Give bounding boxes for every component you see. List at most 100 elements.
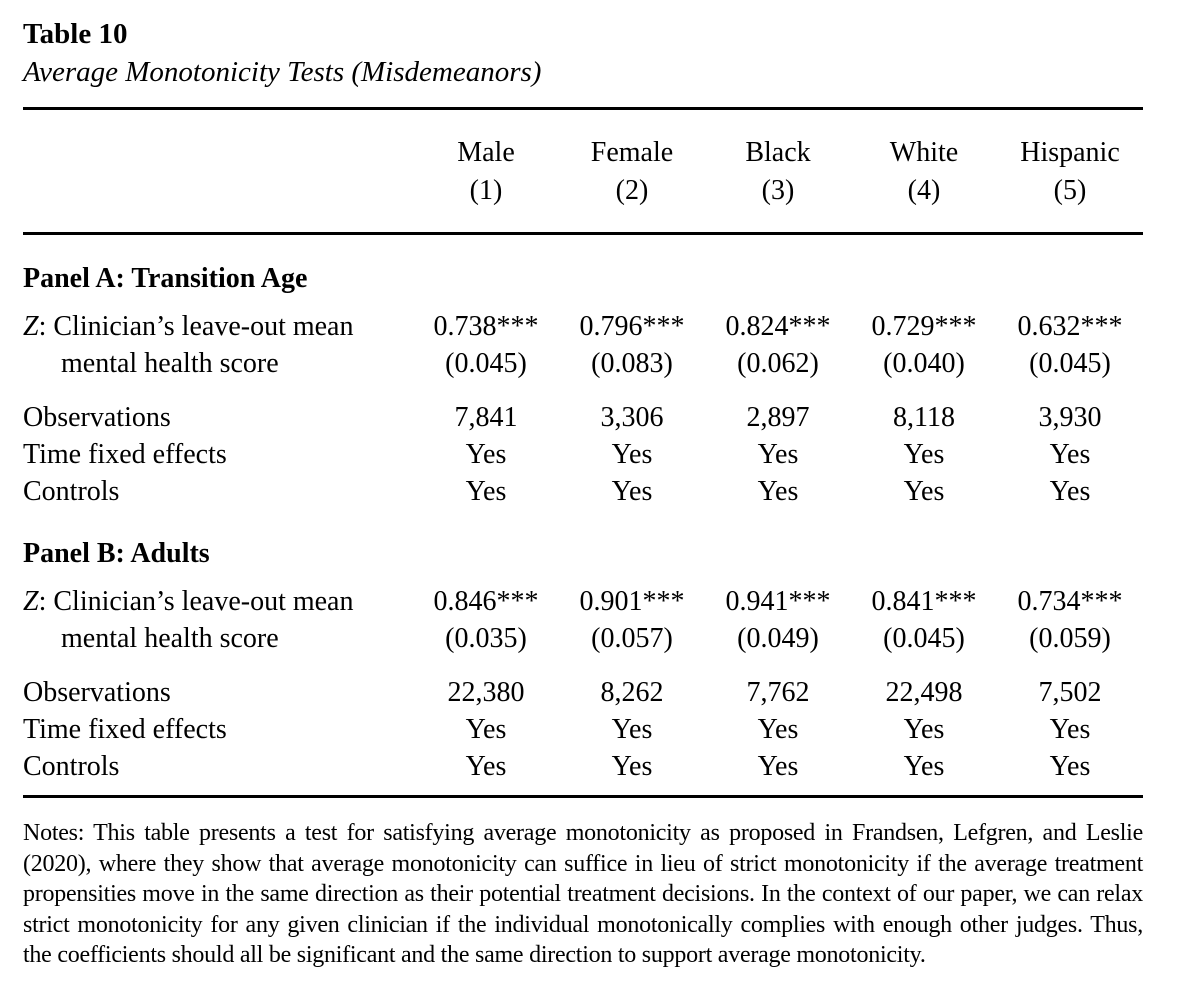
table-subtitle: Average Monotonicity Tests (Misdemeanors… — [23, 56, 542, 88]
coefficient-value: 0.729*** — [871, 311, 977, 342]
coefficient-value: 0.796*** — [579, 311, 685, 342]
column-number: (3) — [761, 175, 795, 206]
observations-value: 22,380 — [447, 677, 525, 708]
column-header-hispanic: Hispanic (5) — [997, 134, 1143, 210]
table-number-title: Table 10 — [23, 18, 128, 50]
column-number: (5) — [1053, 175, 1087, 206]
row-label: Controls — [23, 751, 120, 782]
standard-error: (0.083) — [591, 348, 673, 379]
header-spacer-cell — [23, 134, 413, 210]
panel-b-coef-row: Z: Clinician’s leave-out mean 0.846*** 0… — [23, 583, 1143, 620]
panel-a-se-row: mental health score (0.045) (0.083) (0.0… — [23, 345, 1143, 382]
standard-error: (0.059) — [1029, 623, 1111, 654]
panel-a-controls-row: Controls Yes Yes Yes Yes Yes — [23, 473, 1143, 510]
panel-a-time-fixed-effects-row: Time fixed effects Yes Yes Yes Yes Yes — [23, 436, 1143, 473]
standard-error: (0.045) — [883, 623, 965, 654]
variable-label-line1: Z: Clinician’s leave-out mean — [23, 308, 413, 345]
coefficient-value: 0.738*** — [433, 311, 539, 342]
standard-error: (0.049) — [737, 623, 819, 654]
column-label: White — [889, 137, 959, 168]
panel-a-coefficient-block: Z: Clinician’s leave-out mean 0.738*** 0… — [23, 308, 1143, 382]
tfe-value: Yes — [903, 439, 945, 470]
standard-error: (0.045) — [445, 348, 527, 379]
coefficient-value: 0.824*** — [725, 311, 831, 342]
standard-error: (0.045) — [1029, 348, 1111, 379]
observations-value: 22,498 — [885, 677, 963, 708]
column-label: Black — [745, 137, 811, 168]
variable-label-text: : Clinician’s leave-out mean — [38, 586, 354, 617]
column-header-female: Female (2) — [559, 134, 705, 210]
table-container: Table 10 Average Monotonicity Tests (Mis… — [23, 16, 1143, 971]
row-label: Controls — [23, 476, 120, 507]
controls-value: Yes — [465, 476, 507, 507]
panel-b-observations-row: Observations 22,380 8,262 7,762 22,498 7… — [23, 674, 1143, 711]
tfe-value: Yes — [903, 714, 945, 745]
panel-b-heading: Panel B: Adults — [23, 538, 210, 569]
controls-value: Yes — [611, 476, 653, 507]
column-header-row: Male (1) Female (2) Black (3) White (4) … — [23, 110, 1143, 210]
observations-value: 3,306 — [600, 402, 664, 433]
observations-value: 2,897 — [746, 402, 810, 433]
column-header-white: White (4) — [851, 134, 997, 210]
standard-error: (0.040) — [883, 348, 965, 379]
column-label: Hispanic — [1020, 137, 1120, 168]
controls-value: Yes — [903, 751, 945, 782]
controls-value: Yes — [903, 476, 945, 507]
standard-error: (0.035) — [445, 623, 527, 654]
bottom-rule — [23, 795, 1143, 798]
panel-a-stats-block: Observations 7,841 3,306 2,897 8,118 3,9… — [23, 399, 1143, 510]
coefficient-value: 0.901*** — [579, 586, 685, 617]
panel-b-time-fixed-effects-row: Time fixed effects Yes Yes Yes Yes Yes — [23, 711, 1143, 748]
panel-a-heading: Panel A: Transition Age — [23, 263, 308, 294]
column-number: (4) — [907, 175, 941, 206]
header-rule — [23, 232, 1143, 235]
controls-value: Yes — [1049, 751, 1091, 782]
coefficient-value: 0.734*** — [1017, 586, 1123, 617]
variable-label-line2: mental health score — [61, 348, 279, 379]
row-label: Time fixed effects — [23, 714, 227, 745]
observations-value: 3,930 — [1038, 402, 1102, 433]
tfe-value: Yes — [1049, 714, 1091, 745]
tfe-value: Yes — [465, 439, 507, 470]
panel-b-coefficient-block: Z: Clinician’s leave-out mean 0.846*** 0… — [23, 583, 1143, 657]
observations-value: 8,118 — [893, 402, 955, 433]
panel-a-coef-row: Z: Clinician’s leave-out mean 0.738*** 0… — [23, 308, 1143, 345]
panel-a-observations-row: Observations 7,841 3,306 2,897 8,118 3,9… — [23, 399, 1143, 436]
column-number: (1) — [469, 175, 503, 206]
column-header-male: Male (1) — [413, 134, 559, 210]
controls-value: Yes — [757, 751, 799, 782]
row-label: Observations — [23, 677, 171, 708]
standard-error: (0.057) — [591, 623, 673, 654]
panel-b-stats-block: Observations 22,380 8,262 7,762 22,498 7… — [23, 674, 1143, 785]
coefficient-value: 0.846*** — [433, 586, 539, 617]
tfe-value: Yes — [611, 714, 653, 745]
z-symbol: Z — [23, 586, 39, 617]
panel-b-se-row: mental health score (0.035) (0.057) (0.0… — [23, 620, 1143, 657]
controls-value: Yes — [465, 751, 507, 782]
row-label: Observations — [23, 402, 171, 433]
observations-value: 7,762 — [746, 677, 810, 708]
tfe-value: Yes — [1049, 439, 1091, 470]
top-rule — [23, 107, 1143, 110]
row-label: Time fixed effects — [23, 439, 227, 470]
column-header-black: Black (3) — [705, 134, 851, 210]
tfe-value: Yes — [465, 714, 507, 745]
observations-value: 8,262 — [600, 677, 664, 708]
variable-label-line1: Z: Clinician’s leave-out mean — [23, 583, 413, 620]
controls-value: Yes — [1049, 476, 1091, 507]
tfe-value: Yes — [611, 439, 653, 470]
tfe-value: Yes — [757, 439, 799, 470]
coefficient-value: 0.632*** — [1017, 311, 1123, 342]
standard-error: (0.062) — [737, 348, 819, 379]
variable-label-text: : Clinician’s leave-out mean — [38, 311, 354, 342]
panel-b-controls-row: Controls Yes Yes Yes Yes Yes — [23, 748, 1143, 785]
column-number: (2) — [615, 175, 649, 206]
observations-value: 7,841 — [454, 402, 518, 433]
coefficient-value: 0.941*** — [725, 586, 831, 617]
controls-value: Yes — [757, 476, 799, 507]
variable-label-line2: mental health score — [61, 623, 279, 654]
table-notes: Notes: This table presents a test for sa… — [23, 820, 1143, 968]
coefficient-value: 0.841*** — [871, 586, 977, 617]
column-label: Male — [457, 137, 515, 168]
